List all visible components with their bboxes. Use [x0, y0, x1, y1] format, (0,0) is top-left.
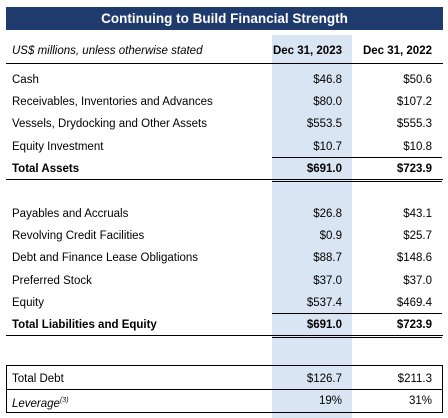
- row-value: $43.1: [403, 208, 432, 220]
- total-rule: [6, 178, 443, 180]
- total-rule: [272, 337, 442, 338]
- row-value: $10.8: [403, 140, 432, 153]
- row-label: Debt and Finance Lease Obligations: [12, 252, 199, 265]
- row-label: Vessels, Drydocking and Other Assets: [12, 118, 207, 131]
- row-value: $0.9: [319, 230, 342, 243]
- summary-value: $211.3: [397, 373, 432, 385]
- row-value: $46.8: [313, 74, 342, 86]
- row-value: $88.7: [313, 252, 342, 265]
- row-label: Preferred Stock: [12, 274, 92, 287]
- total-value: $723.9: [396, 162, 432, 175]
- column-header: Dec 31, 2022: [362, 45, 432, 57]
- row-value: $25.7: [403, 230, 432, 243]
- total-value: $691.0: [306, 319, 342, 331]
- footnote-ref: (3): [59, 397, 69, 404]
- total-label: Total Assets: [12, 162, 80, 175]
- row-value: $469.4: [396, 296, 432, 309]
- total-label: Total Liabilities and Equity: [12, 319, 157, 331]
- title-bar: Continuing to Build Financial Strength: [6, 7, 443, 30]
- row-value: $26.8: [313, 208, 342, 220]
- column-highlight: [272, 35, 352, 418]
- summary-value: 31%: [408, 395, 432, 407]
- total-rule: [6, 335, 443, 336]
- row-value: $537.4: [306, 296, 342, 309]
- summary-rule: [6, 389, 443, 390]
- summary-value: $126.7: [306, 373, 342, 385]
- row-label: Equity Investment: [12, 140, 104, 153]
- summary-label: Leverage(3): [12, 397, 69, 410]
- subtotal-rule: [272, 313, 442, 314]
- summary-label: Total Debt: [12, 373, 64, 385]
- header-label: US$ millions, unless otherwise stated: [12, 45, 203, 57]
- row-value: $555.3: [396, 118, 432, 131]
- row-value: $37.0: [403, 274, 432, 287]
- total-value: $691.0: [306, 162, 342, 175]
- header-rule: [6, 63, 443, 64]
- summary-value: 19%: [318, 395, 342, 407]
- row-value: $37.0: [313, 274, 342, 287]
- row-value: $107.2: [396, 96, 432, 109]
- row-value: $148.6: [396, 252, 432, 265]
- row-label: Cash: [12, 74, 39, 86]
- row-value: $80.0: [313, 96, 342, 109]
- row-label: Equity: [12, 296, 44, 309]
- row-label: Receivables, Inventories and Advances: [12, 96, 213, 109]
- column-header: Dec 31, 2023: [272, 45, 342, 57]
- total-value: $723.9: [396, 319, 432, 331]
- total-rule: [272, 180, 442, 182]
- row-value: $553.5: [306, 118, 342, 131]
- row-value: $10.7: [313, 140, 342, 153]
- row-label: Payables and Accruals: [12, 208, 129, 220]
- row-value: $50.6: [403, 74, 432, 86]
- row-label: Revolving Credit Facilities: [12, 230, 145, 243]
- subtotal-rule: [272, 156, 442, 158]
